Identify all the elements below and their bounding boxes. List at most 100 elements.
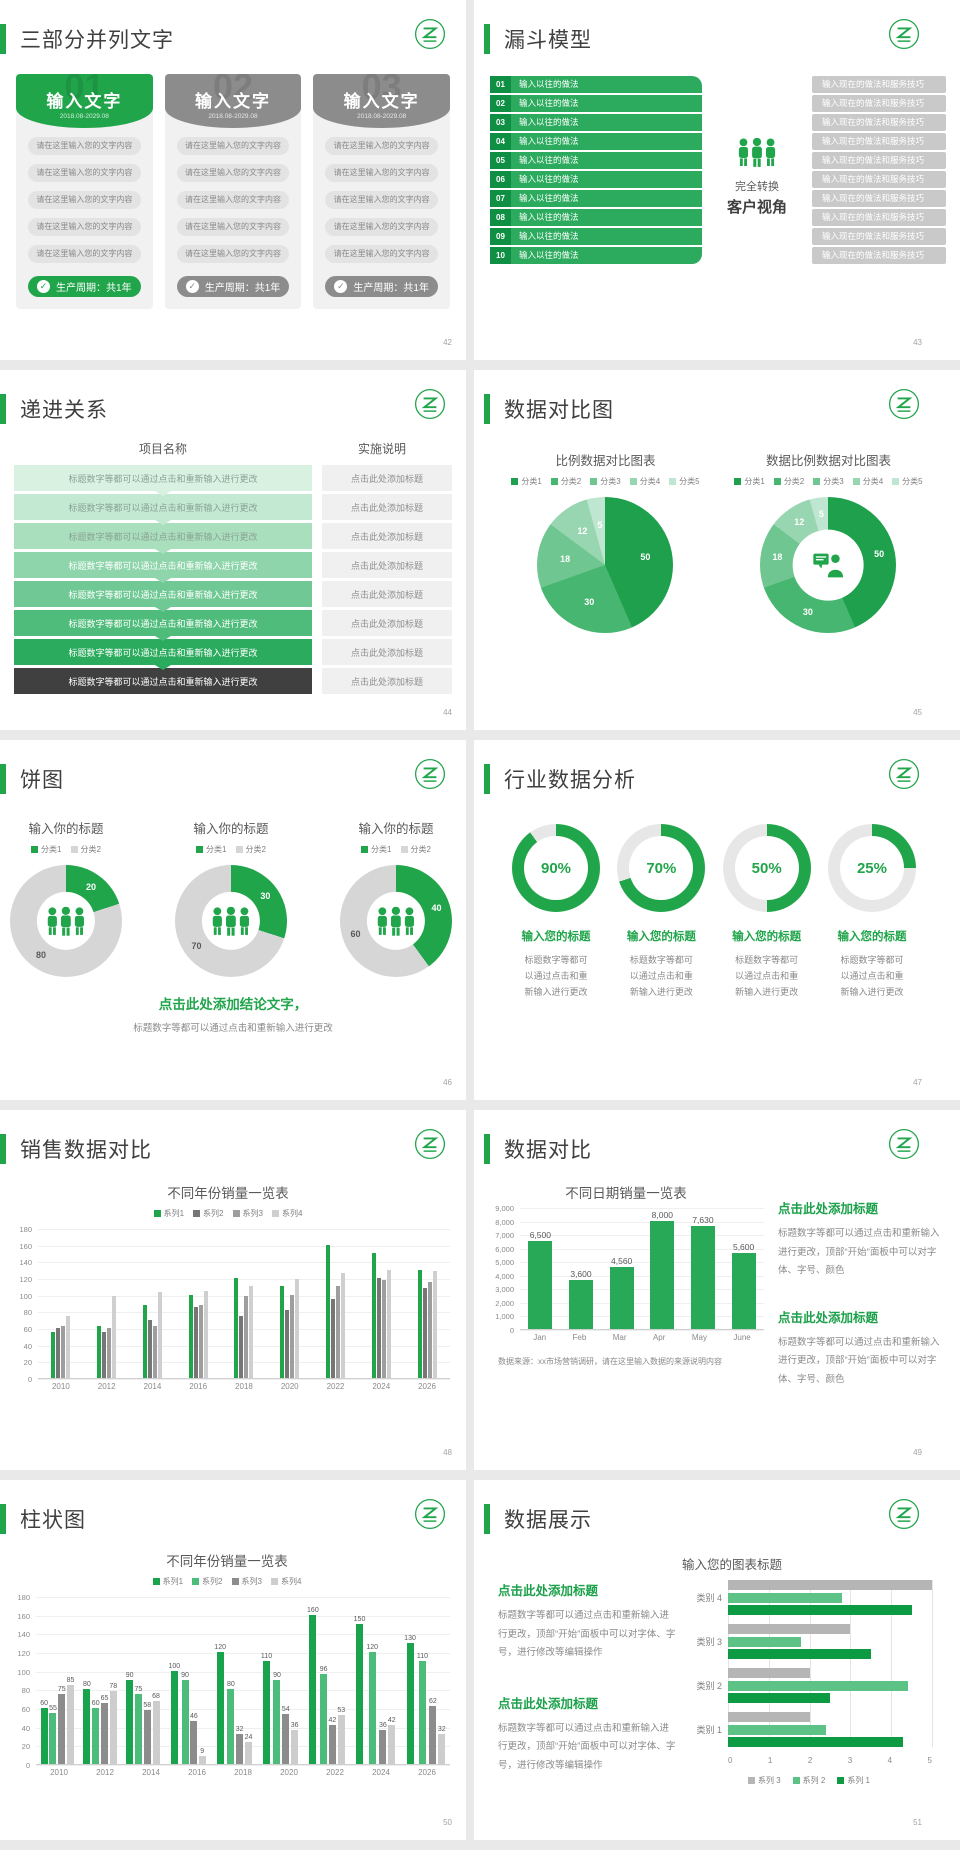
row-bar: 标题数字等都可以通过点击和重新输入进行更改 [14,552,312,583]
funnel-left-label: 输入以往的做法 [511,133,702,150]
bar-column [381,1279,386,1378]
legend-label: 分类1 [744,477,765,486]
bar [216,1652,224,1764]
bar-column [280,1286,285,1378]
page-number: 45 [913,708,922,717]
bar-column [249,1286,254,1378]
bar-column: 110 [417,1653,428,1764]
bar-group [417,1269,437,1378]
bar-groups [38,1229,450,1378]
x-tick-label: 3 [847,1756,853,1765]
bar-column: 96 [320,1666,328,1764]
progress-ring: 70% [617,824,706,912]
bar-value: 75 [134,1686,143,1693]
bar-group: 90 75 58 68 [126,1672,160,1764]
bar [109,1691,117,1764]
text-pill: 请在这里输入您的文字内容 [28,191,141,209]
bar-value: 90 [181,1672,189,1679]
legend-marker [270,1578,278,1585]
slide-50[interactable]: 柱状图 不同年份销量一览表 系列1 系列2 系列3 系列4 180 160 140 120 100… [0,1480,466,1840]
legend-label: 系列 1 [847,1776,870,1785]
slide-45[interactable]: 数据对比图 比例数据对比图表 分类1 分类2 分类3 分类4 分类5 50 30 18 12 5 数… [474,370,960,730]
legend-item: 系列3 [231,1576,262,1587]
bar-column: 32 [438,1726,446,1764]
legend-item: 系列 1 [837,1775,870,1786]
ring-inner: 70% [629,836,694,900]
title-accent-bar [0,1504,6,1534]
donut: 50 30 18 12 5 [760,497,897,633]
gridline [36,1690,450,1692]
x-tick-label: 2026 [418,1382,436,1391]
progress-ring: 25% [827,824,916,912]
text-blocks: 点击此处添加标题 标题数字等都可以通过点击和重新输入进行更改，顶部“开始”面板中… [778,1198,946,1389]
y-tick-label: 5,000 [495,1258,514,1268]
bar-column: 100 [168,1663,180,1764]
bars [728,1580,932,1615]
slide-51[interactable]: 数据展示 点击此处添加标题 标题数字等都可以通过点击和重新输入进行更改，顶部“开… [474,1480,960,1840]
y-tick-label: 6,000 [495,1244,514,1254]
text-pill: 请在这里输入您的文字内容 [325,245,439,263]
gridline [520,1275,764,1277]
card-date-range: 2018.08-2029.08 [357,113,407,120]
slide-46[interactable]: 饼图 输入你的标题 分类1 分类2 20 80 输入你的标题 分类1 分类2 30 70 输入你的标… [0,740,466,1100]
people-group-icon [377,906,415,936]
legend-label: 分类2 [410,845,431,854]
x-tick-label: Feb [572,1333,587,1342]
text-pill: 请在这里输入您的文字内容 [176,245,290,263]
ring-body: 标题数字等都可 以通过点击和重 新输入进行更改 [524,955,588,997]
people-group-icon [738,137,776,167]
bar [728,1724,826,1735]
bar-value: 160 [307,1606,319,1614]
bar [67,1684,75,1764]
row-chevron [155,636,171,641]
funnel-left-label: 输入以往的做法 [511,209,702,226]
funnel-step-number: 07 [490,190,511,207]
row-bar: 标题数字等都可以通过点击和重新输入进行更改 [14,610,312,641]
x-tick-label: Jan [533,1333,547,1342]
logo-icon [414,18,446,50]
funnel-right-column: 输入现在的做法和服务技巧 输入现在的做法和服务技巧 输入现在的做法和服务技巧 输入现在… [812,76,946,264]
band-3: 饼图 输入你的标题 分类1 分类2 20 80 输入你的标题 分类1 分类2 30 70 输入你的标… [0,740,960,1100]
legend-item: 分类1 [196,844,227,855]
slide-header: 销售数据对比 [0,1134,466,1164]
legend-marker [271,1210,279,1217]
bar-value: 42 [387,1716,396,1724]
x-tick-label: 2024 [372,1768,390,1777]
slice-value: 18 [772,552,783,563]
slide-43[interactable]: 漏斗模型 01 输入以往的做法 02 输入以往的做法 03 输入以往的做法 04 输入以往的做… [474,0,960,360]
bar [92,1708,100,1764]
bar [417,1269,422,1378]
slide-49[interactable]: 数据对比 不同日期销量一览表 9,000 8,000 7,000 6,000 5,000 4… [474,1110,960,1470]
bar-column: 90 [181,1672,189,1764]
bar-value: 58 [143,1701,152,1709]
block-body: 标题数字等都可以通过点击和重新输入进行更改，顶部“开始”面板中可以对字体、字号、… [778,1228,940,1277]
legend-label: 系列3 [242,1209,263,1218]
gridline [520,1235,764,1237]
chart-title: 比例数据对比图表 [555,454,656,468]
bar [728,1605,912,1615]
bar-column: 6,500 [528,1230,553,1329]
bar-column: 9 [198,1748,206,1764]
slide-42[interactable]: 三部分并列文字 01 输入文字 2018.08-2029.08 请在这里输入您的文字内… [0,0,466,360]
slide-48[interactable]: 销售数据对比 不同年份销量一览表 系列1 系列2 系列3 系列4 180 160 140 120… [0,1110,466,1470]
legend-marker [193,1210,201,1217]
x-tick-label: 2018 [234,1768,252,1777]
gridline [38,1379,450,1380]
x-axis: 0 1 2 3 4 5 [728,1756,932,1765]
row-bar: 标题数字等都可以通过点击和重新输入进行更改 [14,639,312,670]
slide-47[interactable]: 行业数据分析 90% 输入您的标题 标题数字等都可 以通过点击和重 新输入进行更改 7… [474,740,960,1100]
bar [330,1298,335,1378]
bar-column: 7,630 [690,1215,715,1329]
legend-item: 分类1 [734,476,765,487]
bar-value: 36 [290,1722,299,1730]
x-tick-label: 2014 [142,1768,160,1777]
donut: 20 80 [10,865,122,977]
bar-value: 78 [109,1683,118,1691]
page-number: 51 [913,1818,922,1827]
row-note: 点击此处添加标题 [322,581,452,607]
slide-header: 数据对比图 [484,394,960,424]
bar-column: 110 [261,1653,272,1764]
slide-44[interactable]: 递进关系 项目名称 实施说明 标题数字等都可以通过点击和重新输入进行更改 点击此处… [0,370,466,730]
legend-marker [629,478,637,485]
chart-legend: 分类1 分类2 分类3 分类4 分类5 [511,476,700,487]
